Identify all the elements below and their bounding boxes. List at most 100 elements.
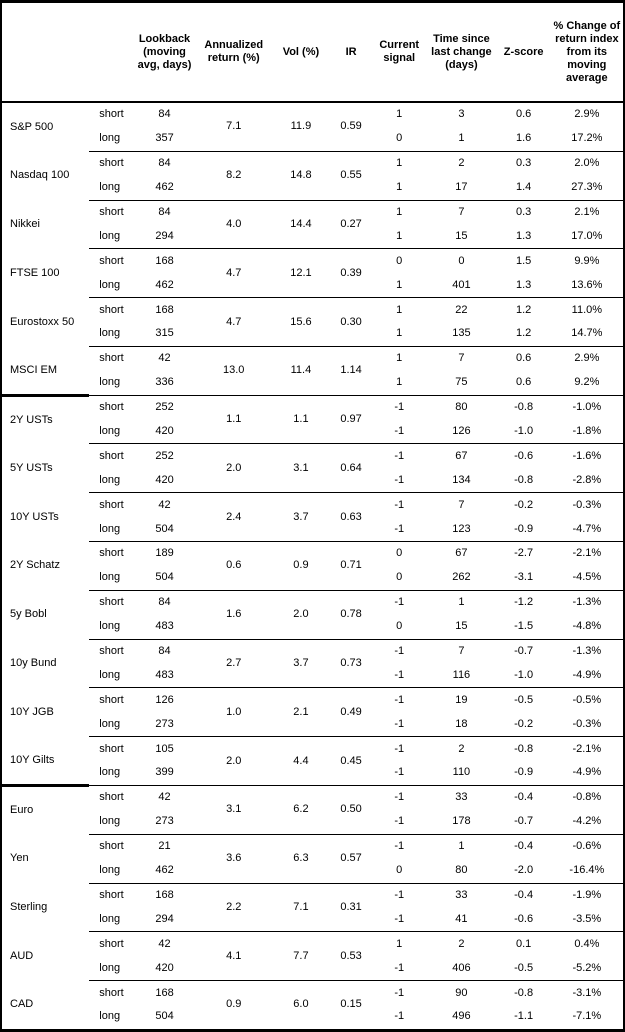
cell-time-since-short: 0 — [426, 248, 497, 274]
leg-label-long: long — [99, 1010, 121, 1023]
cell-time-since-long: 262 — [452, 571, 471, 584]
cell-ir: 0.73 — [330, 638, 373, 688]
leg-label-long: long — [99, 425, 121, 438]
cell-time-since-short: 67 — [426, 443, 497, 469]
cell-pct-change-short: -0.5% — [550, 687, 624, 713]
cell-signal-short: -1 — [372, 736, 427, 762]
cell-signal-long: 1 — [396, 376, 403, 389]
leg-label-short: short — [89, 736, 134, 762]
leg-label-short: short — [89, 931, 134, 957]
cell-lookback-short: 168 — [133, 248, 196, 274]
cell-signal-long: -1 — [394, 668, 405, 681]
cell-time-since-short: 22 — [426, 297, 497, 323]
cell-signal-short: -1 — [372, 492, 427, 518]
cell-pct-change-short: -2.1% — [550, 541, 624, 566]
cell-ir: 0.55 — [330, 150, 373, 201]
cell-ir: 0.50 — [330, 784, 373, 835]
cell-pct-change-long: 13.6% — [571, 278, 603, 291]
cell-lookback-long: 273 — [155, 815, 174, 828]
col-header-annualized-return: Annualized return (%) — [195, 1, 272, 103]
cell-time-since-long: 123 — [452, 522, 471, 535]
cell-lookback-short: 105 — [133, 736, 196, 762]
cell-time-since-long: 15 — [455, 620, 468, 633]
cell-time-since-short: 7 — [426, 638, 497, 664]
cell-ir: 0.97 — [330, 394, 373, 444]
cell-pct-change-long: 17.0% — [571, 229, 603, 242]
cell-lookback-short: 252 — [133, 443, 196, 469]
cell-pct-change-long: -4.2% — [572, 815, 602, 828]
cell-ir: 1.14 — [330, 345, 373, 396]
cell-z-score-short: -1.2 — [496, 589, 551, 615]
col-header-time-since-change: Time since last change (days) — [426, 1, 497, 103]
cell-vol: 1.1 — [271, 394, 331, 444]
table-row-short: 10Y USTs short 42 2.4 3.7 0.63 -1 7 -0.2… — [1, 492, 624, 542]
cell-signal-long: -1 — [394, 912, 405, 925]
asset-name: Yen — [10, 852, 29, 865]
cell-z-score-short: 1.5 — [496, 248, 551, 274]
cell-signal-short: 1 — [372, 101, 427, 127]
cell-annualized-return: 4.0 — [195, 199, 272, 249]
table-row-short: 10y Bund short 84 2.7 3.7 0.73 -1 7 -0.7… — [1, 638, 624, 688]
cell-pct-change-short: -1.0% — [550, 394, 624, 420]
header-row: Lookback (moving avg, days) Annualized r… — [1, 1, 624, 103]
cell-time-since-short: 67 — [426, 541, 497, 566]
cell-pct-change-long: -4.8% — [572, 620, 602, 633]
cell-annualized-return: 2.0 — [195, 443, 272, 493]
cell-annualized-return: 8.2 — [195, 150, 272, 201]
cell-vol: 7.7 — [271, 931, 331, 981]
cell-signal-short: -1 — [372, 589, 427, 615]
cell-time-since-short: 1 — [426, 589, 497, 615]
table-row-long: long 504 0 262 -3.1 -4.5% — [1, 566, 624, 590]
cell-z-score-long: -0.5 — [514, 961, 534, 974]
leg-label-long: long — [99, 229, 121, 242]
cell-vol: 7.1 — [271, 882, 331, 932]
asset-name: Sterling — [10, 900, 48, 913]
cell-vol: 4.4 — [271, 736, 331, 786]
cell-lookback-long: 504 — [155, 1010, 174, 1023]
cell-z-score-long: -0.9 — [514, 766, 534, 779]
col-header-pct-change: % Change of return index from its moving… — [550, 1, 624, 103]
table-row-long: long 483 -1 116 -1.0 -4.9% — [1, 663, 624, 687]
leg-label-short: short — [89, 150, 134, 176]
cell-annualized-return: 1.6 — [195, 589, 272, 640]
leg-label-long: long — [99, 864, 121, 877]
cell-lookback-short: 42 — [133, 345, 196, 371]
cell-lookback-long: 483 — [155, 620, 174, 633]
cell-pct-change-short: 2.9% — [550, 345, 624, 371]
table-row-long: long 420 -1 134 -0.8 -2.8% — [1, 468, 624, 492]
cell-pct-change-long: -4.5% — [572, 571, 602, 584]
table-row-short: FTSE 100 short 168 4.7 12.1 0.39 0 0 1.5… — [1, 248, 624, 298]
cell-lookback-long: 420 — [155, 473, 174, 486]
cell-pct-change-short: -0.6% — [550, 833, 624, 859]
cell-pct-change-long: -4.7% — [572, 522, 602, 535]
cell-lookback-short: 84 — [133, 638, 196, 664]
cell-z-score-long: -0.9 — [514, 522, 534, 535]
cell-vol: 3.7 — [271, 638, 331, 688]
leg-label-long: long — [99, 473, 121, 486]
cell-time-since-short: 33 — [426, 784, 497, 810]
leg-label-short: short — [89, 492, 134, 518]
cell-z-score-short: 0.1 — [496, 931, 551, 957]
cell-z-score-short: -0.2 — [496, 492, 551, 518]
col-header-asset — [1, 1, 90, 103]
cell-signal-short: -1 — [372, 833, 427, 859]
cell-time-since-short: 80 — [426, 394, 497, 420]
leg-label-long: long — [99, 132, 121, 145]
table-row-long: long 504 -1 123 -0.9 -4.7% — [1, 517, 624, 541]
cell-z-score-short: -0.8 — [496, 980, 551, 1005]
cell-lookback-short: 21 — [133, 833, 196, 859]
cell-annualized-return: 4.7 — [195, 248, 272, 298]
asset-name: 5y Bobl — [10, 608, 47, 621]
table-row-short: 2Y USTs short 252 1.1 1.1 0.97 -1 80 -0.… — [1, 393, 624, 444]
cell-pct-change-long: -3.5% — [572, 912, 602, 925]
cell-z-score-long: 1.3 — [515, 278, 532, 291]
cell-annualized-return: 1.0 — [195, 687, 272, 737]
cell-signal-long: 1 — [396, 181, 403, 194]
cell-signal-short: 0 — [372, 541, 427, 566]
table-row-long: long 399 -1 110 -0.9 -4.9% — [1, 761, 624, 785]
cell-lookback-short: 84 — [133, 199, 196, 225]
leg-label-short: short — [89, 980, 134, 1005]
cell-signal-long: -1 — [394, 766, 405, 779]
cell-vol: 3.7 — [271, 492, 331, 542]
cell-lookback-short: 42 — [133, 931, 196, 957]
